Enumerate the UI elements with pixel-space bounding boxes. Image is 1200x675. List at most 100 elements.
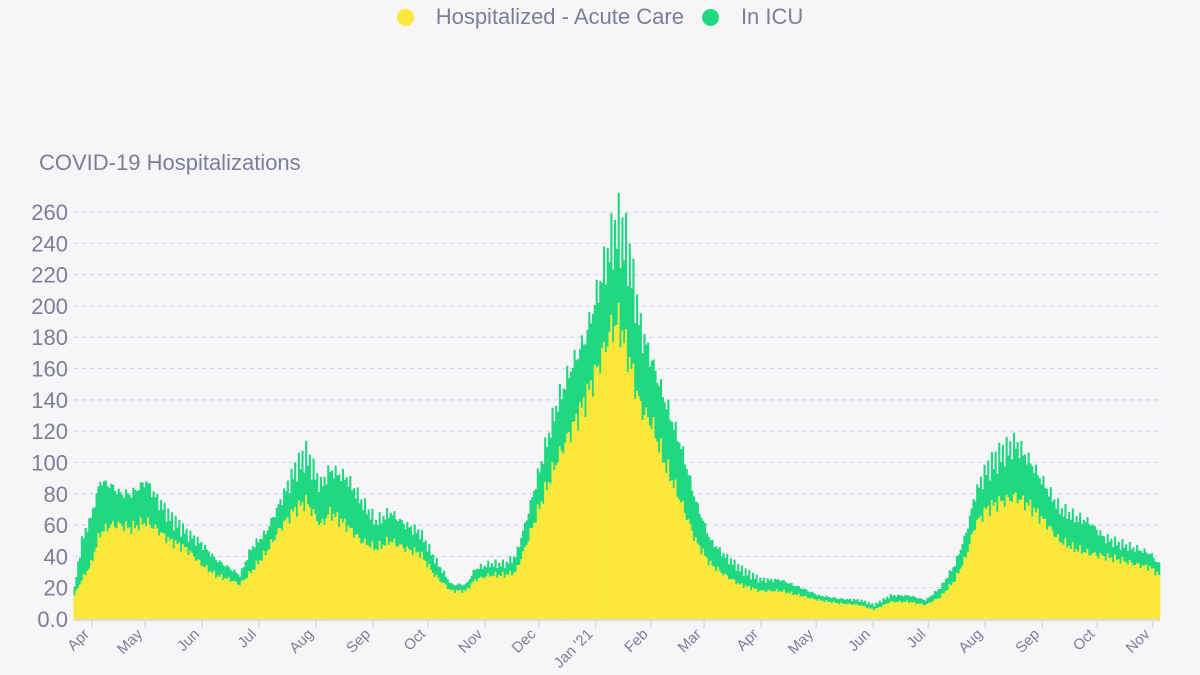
acute-care-bar	[213, 570, 216, 619]
legend-item-icu[interactable]: In ICU	[701, 4, 803, 30]
icu-bar	[739, 571, 742, 585]
acute-care-bar	[943, 593, 946, 619]
y-tick-label: 220	[31, 263, 68, 288]
icu-bar	[959, 549, 962, 569]
icu-bar	[887, 598, 891, 604]
icu-bar	[867, 601, 870, 608]
icu-bar	[873, 606, 876, 611]
acute-care-bar	[507, 574, 510, 619]
icu-bar	[156, 494, 159, 529]
icu-bar	[430, 555, 433, 570]
acute-care-bar	[775, 589, 778, 619]
icu-bar	[386, 508, 389, 538]
acute-care-bar	[494, 572, 497, 619]
icu-bar	[466, 581, 470, 588]
acute-care-bar	[568, 432, 571, 619]
acute-care-bar	[238, 585, 242, 619]
icu-bar	[345, 477, 348, 532]
acute-care-bar	[761, 590, 764, 619]
x-tick-label: Apr	[64, 626, 93, 655]
icu-bar	[420, 529, 424, 552]
icu-bar	[237, 574, 240, 585]
acute-care-bar	[141, 525, 144, 619]
acute-care-bar	[435, 574, 438, 619]
icu-bar	[792, 585, 795, 596]
icu-bar	[805, 589, 808, 597]
acute-care-bar	[702, 548, 705, 619]
acute-care-bar	[676, 496, 679, 619]
acute-care-bar	[134, 528, 137, 619]
acute-care-bar	[1023, 510, 1027, 619]
acute-care-bar	[948, 583, 951, 619]
icu-bar	[238, 576, 242, 586]
acute-care-bar	[167, 536, 170, 619]
icu-bar	[722, 552, 725, 576]
acute-care-bar	[334, 517, 337, 619]
icu-bar	[613, 220, 617, 326]
icu-bar	[1058, 514, 1062, 543]
icu-bar	[538, 472, 541, 510]
acute-care-bar	[1051, 530, 1054, 619]
acute-care-bar	[336, 512, 339, 619]
icu-bar	[413, 524, 416, 548]
icu-bar	[814, 594, 817, 600]
acute-care-bar	[727, 579, 731, 619]
icu-bar	[222, 565, 225, 581]
icu-bar	[667, 399, 670, 460]
icu-bar	[1064, 503, 1067, 539]
icu-bar	[678, 442, 681, 500]
acute-care-bar	[566, 433, 569, 619]
acute-care-bar	[807, 597, 810, 619]
acute-care-bar	[974, 529, 977, 619]
icu-bar	[119, 492, 122, 524]
acute-care-bar	[766, 590, 769, 619]
acute-care-bar	[961, 565, 964, 619]
icu-bar	[983, 464, 986, 508]
acute-care-bar	[869, 608, 872, 619]
acute-care-bar	[222, 580, 225, 619]
icu-bar	[1125, 544, 1128, 563]
icu-bar	[465, 583, 468, 591]
icu-bar	[431, 554, 435, 573]
icu-bar	[1009, 441, 1012, 501]
icu-bar	[294, 462, 297, 507]
acute-care-bar	[790, 591, 793, 619]
acute-care-bar	[615, 324, 618, 619]
acute-care-bar	[613, 325, 617, 619]
acute-care-bar	[498, 575, 501, 619]
acute-care-bar	[636, 390, 639, 619]
acute-care-bar	[606, 346, 609, 619]
icu-bar	[273, 517, 277, 540]
icu-bar	[845, 598, 848, 605]
acute-care-bar	[343, 518, 346, 619]
icu-bar	[341, 468, 345, 523]
icu-bar	[169, 520, 172, 541]
acute-care-bar	[748, 585, 751, 619]
icu-bar	[518, 547, 521, 565]
acute-care-bar	[904, 602, 907, 619]
icu-bar	[742, 576, 745, 589]
acute-care-bar	[329, 506, 332, 619]
acute-care-bar	[597, 365, 600, 619]
icu-bar	[838, 598, 841, 605]
icu-bar	[636, 294, 639, 391]
icu-bar	[823, 597, 826, 603]
icu-bar	[522, 530, 525, 552]
acute-care-bar	[1016, 503, 1019, 619]
icu-bar	[928, 597, 931, 603]
acute-care-bar	[875, 608, 878, 619]
acute-care-bar	[724, 573, 727, 619]
legend-item-acute-care[interactable]: Hospitalized - Acute Care	[396, 4, 684, 30]
acute-care-bar	[104, 523, 107, 619]
icu-bar	[582, 344, 585, 398]
acute-care-bar	[264, 555, 267, 619]
icu-bar	[566, 365, 569, 434]
x-tick-label: Jun	[845, 626, 874, 655]
icu-bar	[191, 538, 194, 553]
acute-care-bar	[889, 601, 892, 619]
icu-bar	[604, 284, 607, 352]
acute-care-bar	[525, 544, 528, 619]
icu-bar	[602, 246, 606, 342]
y-tick-label: 60	[44, 513, 68, 538]
icu-bar	[777, 579, 780, 592]
